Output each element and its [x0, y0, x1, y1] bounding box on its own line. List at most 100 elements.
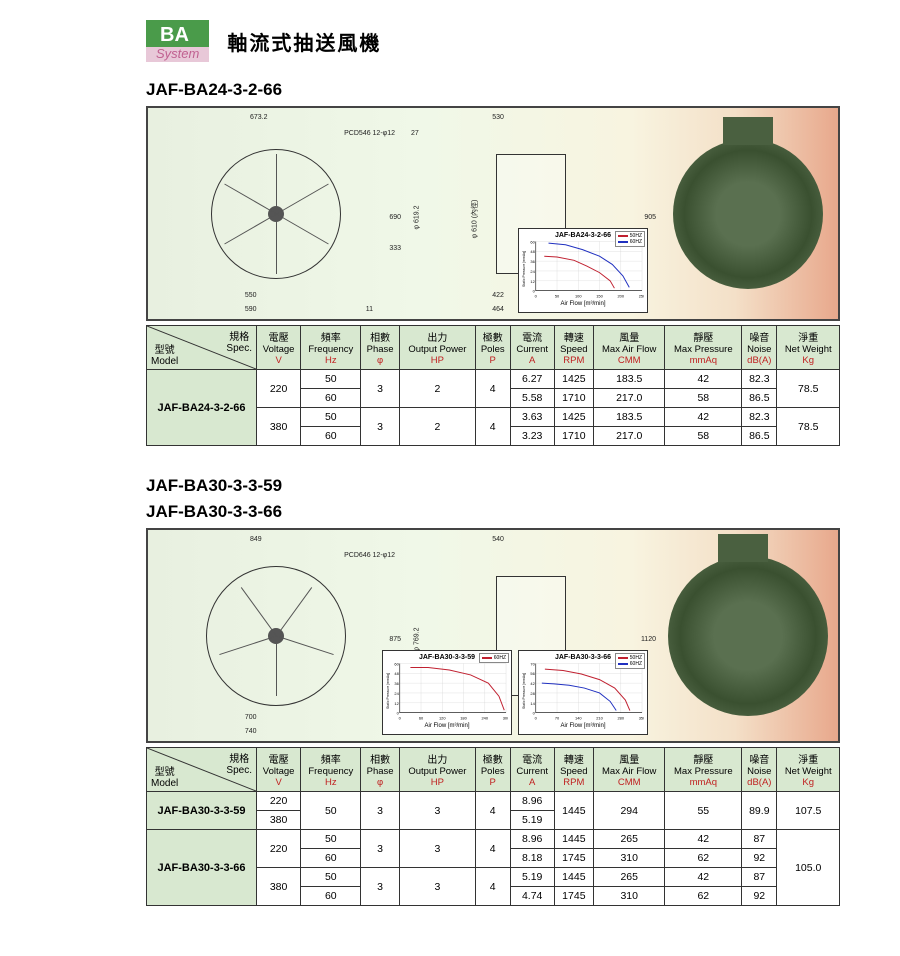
- cell-hp: 2: [399, 408, 475, 446]
- section1-title: JAF-BA24-3-2-66: [146, 80, 840, 100]
- svg-text:12: 12: [530, 279, 534, 284]
- col-max-air-flow: 風量Max Air FlowCMM: [593, 326, 665, 370]
- svg-text:0: 0: [399, 716, 402, 721]
- cell-db: 82.3: [742, 370, 777, 389]
- cell-kg: 78.5: [777, 370, 840, 408]
- cell-rpm: 1745: [554, 887, 593, 906]
- cell-current: 6.27: [510, 370, 554, 389]
- svg-text:28: 28: [530, 691, 535, 696]
- col-frequency: 頻率FrequencyHz: [301, 326, 361, 370]
- cell-mmaq: 62: [665, 849, 742, 868]
- svg-text:48: 48: [394, 671, 399, 676]
- front-diagram-2: 849 PCD646 12-φ12 700 740 875 459: [148, 530, 403, 741]
- svg-text:0: 0: [535, 294, 538, 299]
- front-diagram-1: 673.2 PCD546 12-φ12 550 590 11 690 333: [148, 108, 403, 319]
- svg-text:200: 200: [618, 294, 625, 299]
- cell-freq: 50: [301, 792, 361, 830]
- svg-text:240: 240: [482, 716, 489, 721]
- chart-2b: JAF-BA30-3-3-66 50HZ60HZ 705642281400701…: [518, 650, 648, 735]
- cell-db: 92: [742, 887, 777, 906]
- col-phase: 相數Phaseφ: [361, 748, 399, 792]
- chart-1: JAF-BA24-3-2-66 50HZ60HZ 604836241200501…: [518, 228, 648, 313]
- col-max-pressure: 靜壓Max PressuremmAq: [665, 748, 742, 792]
- table-row: JAF-BA24-3-2-66220503246.271425183.54282…: [147, 370, 840, 389]
- cell-mmaq: 42: [665, 370, 742, 389]
- page-title: 軸流式抽送風機: [227, 27, 381, 56]
- page-header: BA System 軸流式抽送風機: [146, 20, 870, 62]
- cell-model: JAF-BA24-3-2-66: [147, 370, 257, 446]
- corner-cell: 規格Spec.型號Model: [147, 326, 257, 370]
- cell-kg: 105.0: [777, 830, 840, 906]
- cell-poles: 4: [475, 830, 510, 868]
- col-output-power: 出力Output PowerHP: [399, 748, 475, 792]
- cell-phase: 3: [361, 370, 399, 408]
- col-output-power: 出力Output PowerHP: [399, 326, 475, 370]
- col-phase: 相數Phaseφ: [361, 326, 399, 370]
- cell-freq: 50: [301, 868, 361, 887]
- cell-model: JAF-BA30-3-3-66: [147, 830, 257, 906]
- col-voltage: 電壓VoltageV: [257, 748, 301, 792]
- section2-title1: JAF-BA30-3-3-59: [146, 476, 840, 496]
- cell-poles: 4: [475, 370, 510, 408]
- cell-current: 5.58: [510, 389, 554, 408]
- svg-text:140: 140: [575, 716, 582, 721]
- svg-text:280: 280: [618, 716, 625, 721]
- cell-voltage: 220: [257, 830, 301, 868]
- cell-db: 87: [742, 830, 777, 849]
- cell-cmm: 265: [593, 830, 665, 849]
- product-photo-1: [658, 108, 838, 319]
- cell-rpm: 1710: [554, 389, 593, 408]
- svg-text:120: 120: [439, 716, 446, 721]
- col-net-weight: 淨重Net WeightKg: [777, 748, 840, 792]
- svg-text:70: 70: [530, 661, 535, 666]
- cell-rpm: 1710: [554, 427, 593, 446]
- col-noise: 噪音NoisedB(A): [742, 748, 777, 792]
- product-photo-2: [658, 530, 838, 741]
- cell-current: 5.19: [510, 811, 554, 830]
- svg-text:50: 50: [555, 294, 560, 299]
- cell-poles: 4: [475, 408, 510, 446]
- cell-current: 3.23: [510, 427, 554, 446]
- svg-text:180: 180: [460, 716, 467, 721]
- cell-rpm: 1745: [554, 849, 593, 868]
- col-noise: 噪音NoisedB(A): [742, 326, 777, 370]
- col-net-weight: 淨重Net WeightKg: [777, 326, 840, 370]
- cell-rpm: 1445: [554, 792, 593, 830]
- svg-text:350: 350: [639, 716, 644, 721]
- col-max-pressure: 靜壓Max PressuremmAq: [665, 326, 742, 370]
- section-2: JAF-BA30-3-3-59 JAF-BA30-3-3-66 849 PCD6…: [60, 476, 840, 906]
- cell-mmaq: 62: [665, 887, 742, 906]
- svg-text:70: 70: [555, 716, 560, 721]
- cell-voltage: 380: [257, 408, 301, 446]
- col-speed: 轉速SpeedRPM: [554, 748, 593, 792]
- cell-cmm: 294: [593, 792, 665, 830]
- cell-current: 4.74: [510, 887, 554, 906]
- svg-text:60: 60: [419, 716, 424, 721]
- cell-current: 8.18: [510, 849, 554, 868]
- svg-text:210: 210: [596, 716, 603, 721]
- cell-voltage: 380: [257, 811, 301, 830]
- cell-phase: 3: [361, 408, 399, 446]
- cell-freq: 60: [301, 427, 361, 446]
- svg-text:Static Pressure [mmAq]: Static Pressure [mmAq]: [522, 251, 526, 287]
- svg-text:24: 24: [530, 269, 535, 274]
- col-poles: 極數PolesP: [475, 748, 510, 792]
- cell-mmaq: 58: [665, 427, 742, 446]
- chart-2a: JAF-BA30-3-3-59 60HZ 6048362412006012018…: [382, 650, 512, 735]
- col-speed: 轉速SpeedRPM: [554, 326, 593, 370]
- cell-mmaq: 42: [665, 868, 742, 887]
- svg-text:36: 36: [394, 681, 399, 686]
- spec-table-1: 規格Spec.型號Model電壓VoltageV頻率FrequencyHz相數P…: [146, 325, 840, 446]
- cell-rpm: 1425: [554, 408, 593, 427]
- cell-rpm: 1445: [554, 830, 593, 849]
- svg-text:150: 150: [596, 294, 603, 299]
- cell-db: 87: [742, 868, 777, 887]
- cell-freq: 50: [301, 408, 361, 427]
- table-row: JAF-BA30-3-3-66220503348.961445265428710…: [147, 830, 840, 849]
- svg-text:14: 14: [530, 701, 535, 706]
- cell-rpm: 1425: [554, 370, 593, 389]
- cell-cmm: 217.0: [593, 427, 665, 446]
- col-poles: 極數PolesP: [475, 326, 510, 370]
- cell-db: 86.5: [742, 389, 777, 408]
- cell-hp: 3: [399, 792, 475, 830]
